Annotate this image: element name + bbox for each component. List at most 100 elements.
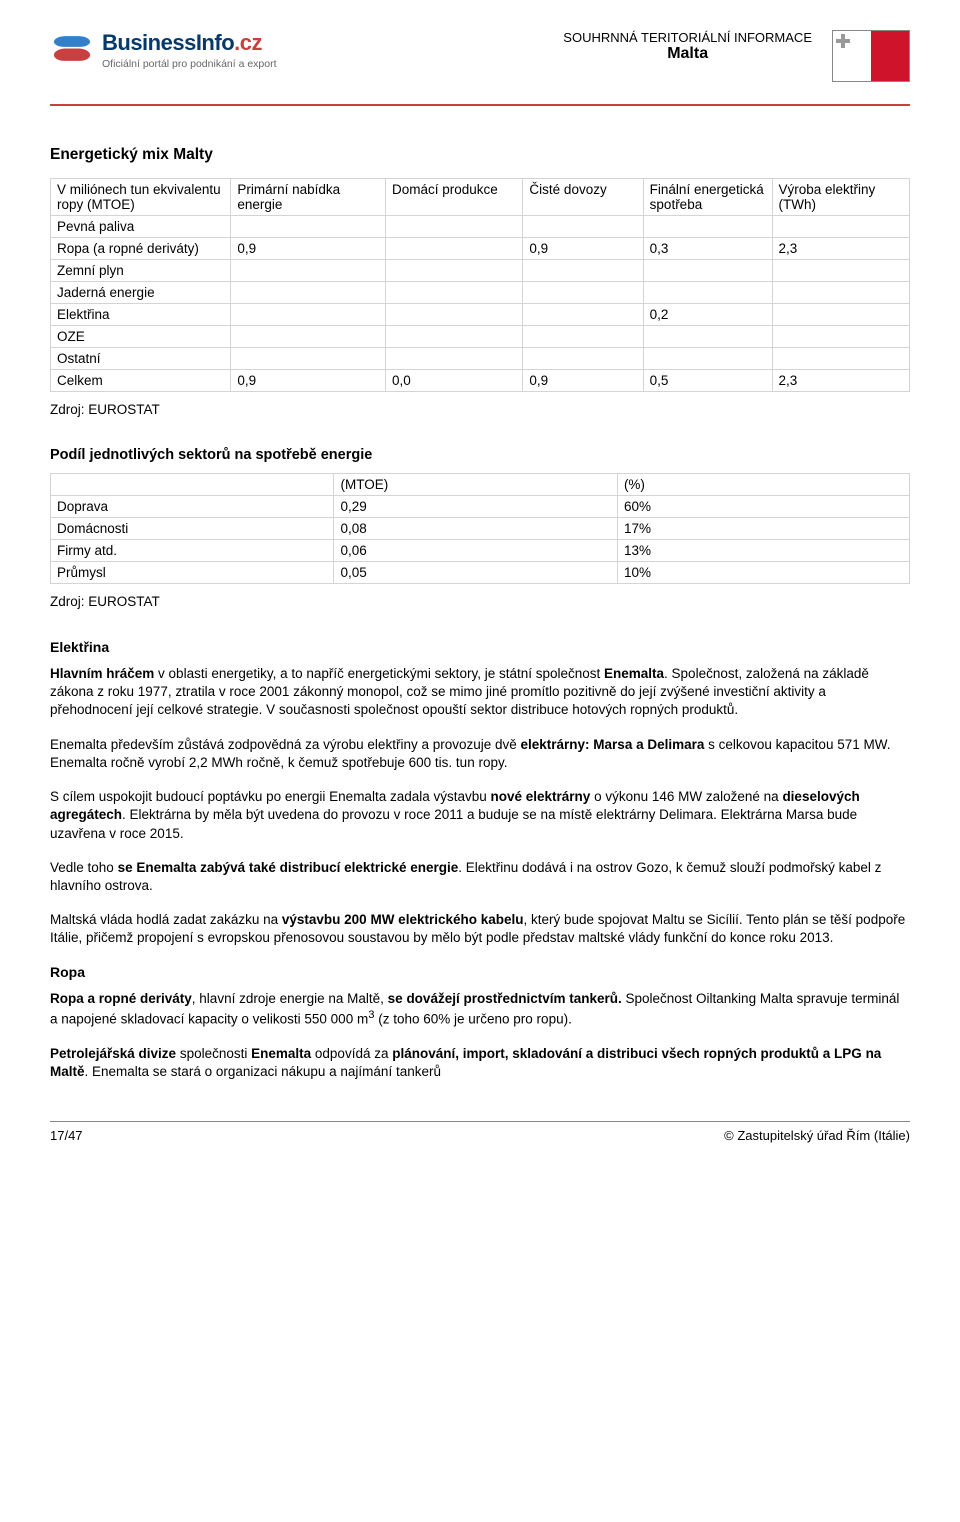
table-cell [772, 326, 909, 348]
logo-icon [50, 32, 94, 68]
table-cell [523, 326, 643, 348]
paragraph-elektrina-5: Maltská vláda hodlá zadat zakázku na výs… [50, 911, 910, 947]
table-header-cell: V miliónech tun ekvivalentu ropy (MTOE) [51, 179, 231, 216]
table-cell: 0,29 [334, 496, 617, 518]
table-row: Zemní plyn [51, 260, 910, 282]
header-divider [50, 104, 910, 106]
table1-source: Zdroj: EUROSTAT [50, 402, 910, 417]
table-cell: Zemní plyn [51, 260, 231, 282]
document-title: SOUHRNNÁ TERITORIÁLNÍ INFORMACE Malta [563, 30, 812, 63]
paragraph-elektrina-1: Hlavním hráčem v oblasti energetiky, a t… [50, 665, 910, 720]
table-row: Doprava0,2960% [51, 496, 910, 518]
table-cell [643, 348, 772, 370]
sector-share-table: (MTOE)(%) Doprava0,2960%Domácnosti0,0817… [50, 473, 910, 584]
paragraph-elektrina-2: Enemalta především zůstává zodpovědná za… [50, 736, 910, 772]
subheading-elektrina: Elektřina [50, 639, 910, 655]
table-cell: 0,9 [231, 370, 386, 392]
table-row: OZE [51, 326, 910, 348]
table-row: Firmy atd.0,0613% [51, 540, 910, 562]
table-cell: 0,08 [334, 518, 617, 540]
table-cell: 0,2 [643, 304, 772, 326]
table-cell [523, 348, 643, 370]
table-header-cell [51, 474, 334, 496]
table-cell [523, 282, 643, 304]
table-header-cell: Primární nabídka energie [231, 179, 386, 216]
table-cell: Doprava [51, 496, 334, 518]
table-cell: 0,0 [385, 370, 522, 392]
energy-mix-table: V miliónech tun ekvivalentu ropy (MTOE)P… [50, 178, 910, 392]
page-header: BusinessInfo.cz Oficiální portál pro pod… [50, 30, 910, 90]
table-cell: Ropa (a ropné deriváty) [51, 238, 231, 260]
table-cell [231, 260, 386, 282]
page-footer: 17/47 © Zastupitelský úřad Řím (Itálie) [50, 1121, 910, 1143]
table-cell: 0,3 [643, 238, 772, 260]
table-cell: 0,06 [334, 540, 617, 562]
table-header-cell: (%) [617, 474, 909, 496]
table-row: Domácnosti0,0817% [51, 518, 910, 540]
paragraph-ropa-1: Ropa a ropné deriváty, hlavní zdroje ene… [50, 990, 910, 1029]
table-header-cell: Finální energetická spotřeba [643, 179, 772, 216]
table-cell [772, 282, 909, 304]
table-cell: 0,9 [523, 238, 643, 260]
table-cell [523, 304, 643, 326]
table-cell: Firmy atd. [51, 540, 334, 562]
table-cell [772, 260, 909, 282]
table-cell: Jaderná energie [51, 282, 231, 304]
table-cell [385, 304, 522, 326]
table-cell [523, 216, 643, 238]
paragraph-ropa-2: Petrolejářská divize společnosti Enemalt… [50, 1045, 910, 1081]
section-title-sector-share: Podíl jednotlivých sektorů na spotřebě e… [50, 447, 910, 463]
malta-flag-icon [832, 30, 910, 82]
table-cell [385, 348, 522, 370]
table-row: Pevná paliva [51, 216, 910, 238]
subheading-ropa: Ropa [50, 964, 910, 980]
table-cell [385, 260, 522, 282]
table-cell [643, 282, 772, 304]
table-cell [772, 348, 909, 370]
table-cell: Elektřina [51, 304, 231, 326]
table-header-cell: (MTOE) [334, 474, 617, 496]
table-cell: 0,5 [643, 370, 772, 392]
table-cell: Pevná paliva [51, 216, 231, 238]
table-cell: 10% [617, 562, 909, 584]
table-header-cell: Domácí produkce [385, 179, 522, 216]
table-cell: Domácnosti [51, 518, 334, 540]
table-cell [772, 216, 909, 238]
table-cell [231, 282, 386, 304]
table-header-cell: Čisté dovozy [523, 179, 643, 216]
table-row: Elektřina 0,2 [51, 304, 910, 326]
paragraph-elektrina-3: S cílem uspokojit budoucí poptávku po en… [50, 788, 910, 843]
table-cell: 0,9 [523, 370, 643, 392]
table-row: Celkem0,90,00,90,52,3 [51, 370, 910, 392]
table-cell [385, 282, 522, 304]
table-row: Jaderná energie [51, 282, 910, 304]
table-cell [385, 216, 522, 238]
table-cell [643, 260, 772, 282]
section-title-energy-mix: Energetický mix Malty [50, 146, 910, 164]
table-cell [643, 326, 772, 348]
table-cell [385, 326, 522, 348]
table-cell: OZE [51, 326, 231, 348]
logo-text: BusinessInfo.cz [102, 30, 277, 56]
table2-source: Zdroj: EUROSTAT [50, 594, 910, 609]
table-row: Ostatní [51, 348, 910, 370]
logo-subtitle: Oficiální portál pro podnikání a export [102, 58, 277, 70]
table-cell [772, 304, 909, 326]
table-cell: 0,9 [231, 238, 386, 260]
logo: BusinessInfo.cz Oficiální portál pro pod… [50, 30, 277, 70]
table-cell: 13% [617, 540, 909, 562]
footer-credit: © Zastupitelský úřad Řím (Itálie) [724, 1128, 910, 1143]
table-cell [231, 326, 386, 348]
paragraph-elektrina-4: Vedle toho se Enemalta zabývá také distr… [50, 859, 910, 895]
table-cell: Celkem [51, 370, 231, 392]
table-cell: 60% [617, 496, 909, 518]
page-number: 17/47 [50, 1128, 83, 1143]
table-cell [523, 260, 643, 282]
table-cell: 0,05 [334, 562, 617, 584]
table-cell [231, 304, 386, 326]
table-cell: 2,3 [772, 238, 909, 260]
table-cell: 2,3 [772, 370, 909, 392]
table-cell: Průmysl [51, 562, 334, 584]
table-cell [643, 216, 772, 238]
table-cell: 17% [617, 518, 909, 540]
